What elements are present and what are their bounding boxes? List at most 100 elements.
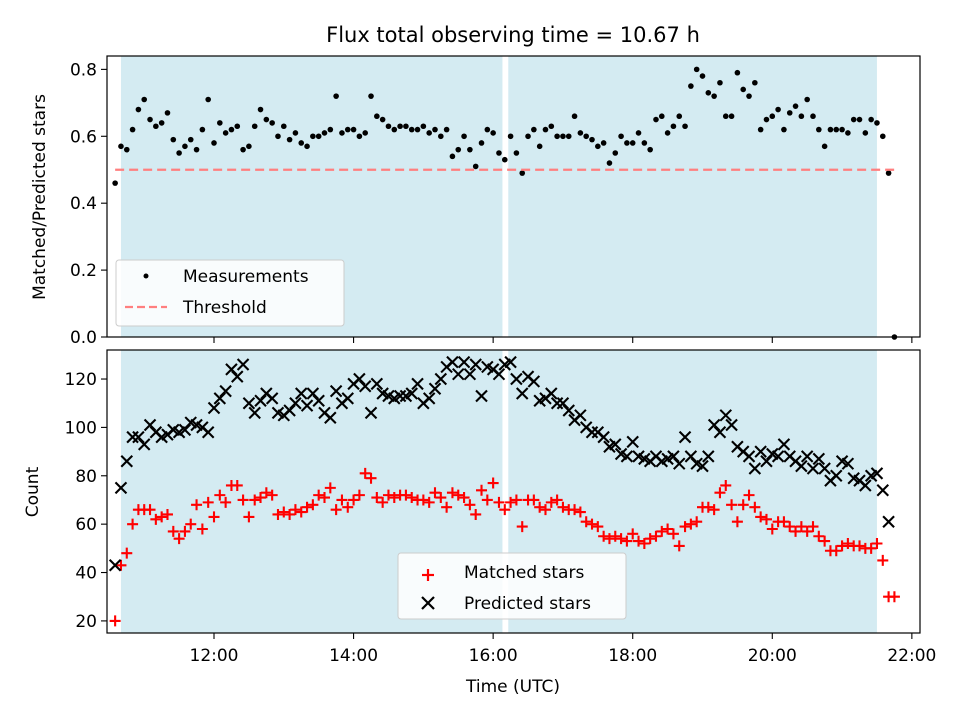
matched-stars-point-14	[191, 499, 203, 511]
measurements-point-105	[722, 113, 729, 120]
measurements-point-14	[193, 146, 200, 153]
matched-stars-point-9	[161, 508, 173, 520]
measurements-point-40	[344, 126, 351, 133]
bottom-y-ticks: 20 40 60 80 100 120	[65, 370, 107, 632]
matched-stars-point-103	[708, 504, 720, 516]
predicted-stars-point-55	[428, 382, 442, 395]
measurements-point-29	[280, 123, 287, 130]
measurements-point-130	[868, 116, 874, 123]
matched-stars-point-110	[749, 501, 761, 513]
predicted-stars-point-58	[446, 355, 459, 369]
bottom-x-ticks: 12:00 14:00 16:00 18:00 20:00 22:00	[190, 633, 936, 666]
predicted-stars-point-69	[510, 372, 523, 386]
measurements-point-121	[816, 126, 822, 133]
matched-stars-point-62	[470, 508, 482, 520]
measurements-point-79	[571, 113, 578, 120]
predicted-stars-point-21	[231, 370, 244, 383]
measurements-point-88	[624, 140, 630, 146]
matched-stars-point-56	[435, 492, 447, 504]
matched-stars-point-27	[266, 489, 278, 501]
matched-stars-point-58	[446, 487, 458, 499]
matched-stars-point-79	[569, 504, 581, 516]
measurements-point-104	[717, 79, 723, 86]
matched-stars-point-66	[493, 496, 505, 508]
matched-stars-point-54	[423, 496, 435, 508]
predicted-stars-point-66	[492, 367, 506, 381]
measurements-point-68	[507, 133, 514, 140]
matched-stars-point-132	[877, 554, 889, 566]
matched-stars-point-111	[755, 511, 767, 523]
measurements-point-26	[263, 116, 270, 123]
measurements-point-102	[705, 89, 712, 96]
predicted-stars-point-44	[364, 406, 378, 420]
predicted-stars-point-120	[806, 462, 820, 475]
measurements-point-100	[693, 66, 700, 73]
measurements-point-56	[438, 133, 444, 140]
measurements-point-2	[123, 146, 130, 153]
measurements-point-35	[315, 133, 322, 140]
measurements-point-74	[542, 126, 549, 133]
measurements-point-71	[525, 133, 531, 140]
matched-stars-point-28	[272, 508, 284, 520]
measurements-point-111	[757, 126, 764, 133]
matched-stars-point-104	[714, 487, 726, 499]
matched-stars-point-13	[185, 518, 197, 530]
measurements-point-13	[187, 136, 194, 143]
ratio-panel: Flux total observing time = 10.67 h 0.00…	[30, 23, 921, 348]
predicted-stars-point-78	[562, 404, 575, 417]
measurements-point-58	[449, 153, 456, 160]
measurements-point-67	[501, 156, 508, 163]
matched-stars-point-90	[633, 535, 645, 547]
measurements-point-83	[595, 143, 601, 150]
measurements-point-42	[356, 133, 363, 140]
matched-stars-point-60	[458, 492, 470, 504]
measurements-point-77	[560, 133, 566, 140]
y-tick-label-0: 20	[75, 612, 97, 632]
measurements-point-3	[129, 126, 136, 133]
predicted-stars-point-114	[771, 450, 785, 463]
measurements-point-70	[519, 170, 526, 176]
matched-stars-point-19	[220, 496, 232, 508]
matched-stars-point-68	[505, 496, 517, 508]
measurements-point-22	[240, 146, 246, 153]
matched-stars-point-87	[615, 533, 627, 545]
measurements-point-20	[228, 126, 235, 133]
predicted-stars-point-60	[457, 355, 471, 369]
matched-stars-point-106	[726, 499, 738, 511]
matched-stars-point-44	[365, 472, 377, 484]
matched-stars-point-47	[382, 489, 394, 501]
top-shaded-intervals	[120, 56, 877, 337]
measurements-point-23	[246, 143, 252, 150]
matched-stars-point-128	[854, 540, 866, 552]
y-tick-label-1: 0.2	[70, 261, 97, 281]
matched-stars-point-35	[313, 489, 325, 501]
matched-stars-point-25	[255, 492, 267, 504]
predicted-stars-point-122	[818, 462, 831, 475]
predicted-stars-point-16	[201, 425, 215, 439]
measurements-point-120	[810, 113, 816, 120]
predicted-stars-point-2	[120, 455, 134, 468]
matched-stars-point-105	[720, 479, 732, 491]
matched-stars-point-93	[650, 530, 662, 542]
matched-stars-point-81	[580, 516, 592, 528]
measurements-point-73	[536, 143, 543, 150]
predicted-stars-point-70	[515, 387, 529, 400]
measurements-point-89	[629, 140, 636, 146]
matched-stars-point-50	[400, 489, 412, 501]
matched-stars-point-48	[388, 492, 400, 504]
measurements-point-96	[670, 123, 677, 130]
matched-stars-point-51	[406, 492, 418, 504]
measurements-point-0	[112, 180, 118, 186]
matched-stars-point-38	[330, 504, 342, 516]
measurements-point-51	[408, 126, 415, 133]
measurements-point-113	[769, 113, 776, 120]
predicted-stars-point-124	[830, 469, 843, 483]
measurements-point-32	[298, 140, 305, 146]
measurements-point-64	[484, 126, 491, 133]
matched-stars-point-122	[819, 535, 831, 547]
matched-stars-point-131	[871, 538, 883, 550]
measurements-point-127	[850, 116, 857, 123]
matched-stars-point-46	[377, 496, 389, 508]
predicted-stars-point-88	[620, 450, 634, 463]
measurements-point-62	[472, 163, 479, 170]
